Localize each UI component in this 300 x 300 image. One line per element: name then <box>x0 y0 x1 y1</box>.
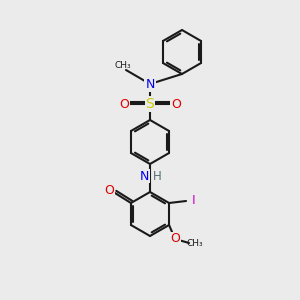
Text: N: N <box>145 77 155 91</box>
Text: I: I <box>192 194 196 208</box>
Text: CH₃: CH₃ <box>115 61 131 70</box>
Text: O: O <box>171 98 181 110</box>
Text: O: O <box>119 98 129 110</box>
Text: CH₃: CH₃ <box>187 238 203 247</box>
Text: H: H <box>153 169 162 182</box>
Text: O: O <box>170 232 180 245</box>
Text: O: O <box>104 184 114 197</box>
Text: N: N <box>140 169 149 182</box>
Text: S: S <box>146 97 154 111</box>
